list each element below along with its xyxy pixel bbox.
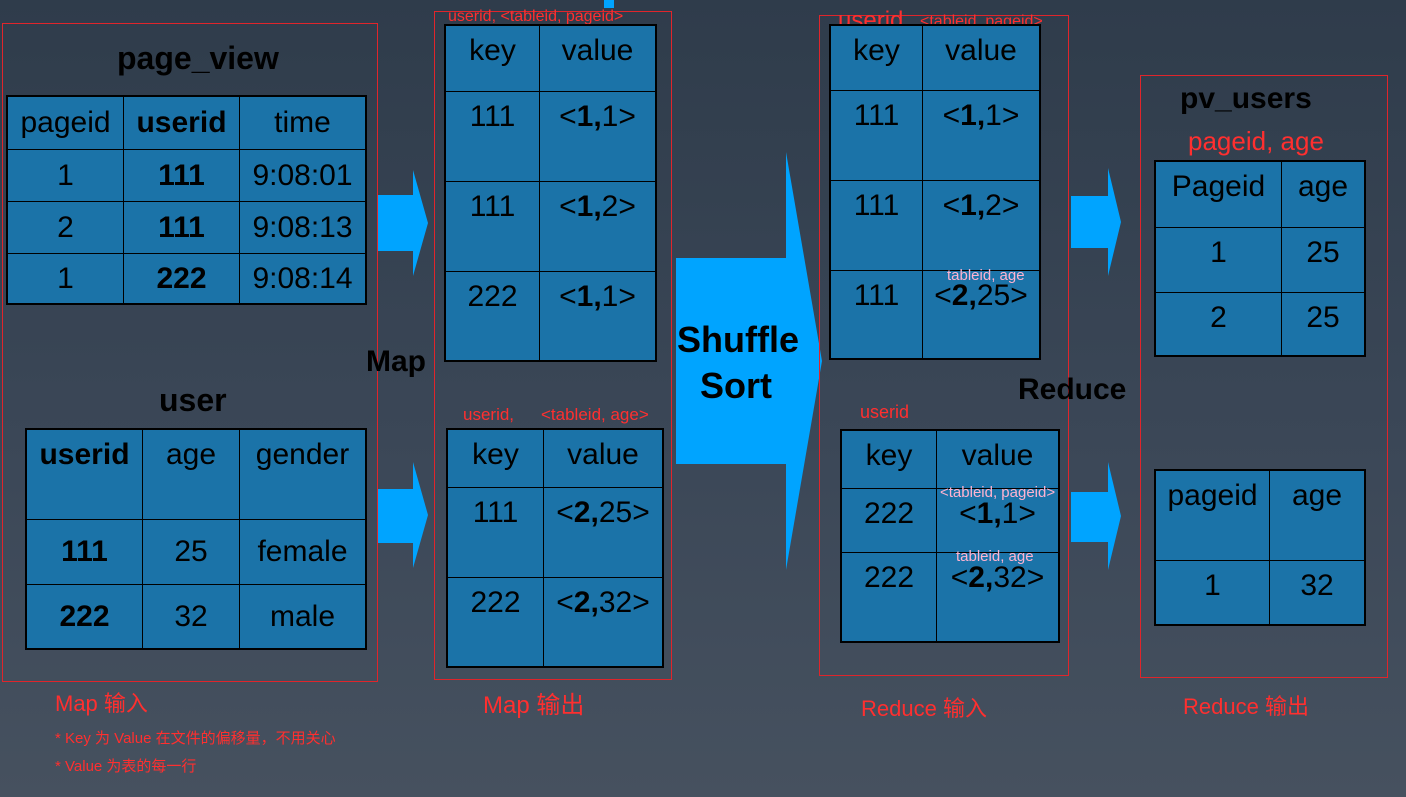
table-cell: 9:08:13 [240,202,365,254]
reduce-input-caption: Reduce 输入 [861,696,987,721]
table-cell: 1 [8,150,124,202]
table-cell: 222 [124,254,240,303]
table-cell: 111 [831,181,923,271]
table-header: value [923,26,1039,91]
table-cell: <2, 32> [556,586,650,619]
table-header: pageid [1156,471,1270,561]
table-cell: 111 [831,91,923,181]
table-cell: 222 [446,272,540,360]
map-input-note-1: * Key 为 Value 在文件的偏移量，不用关心 [55,730,336,747]
table-cell: 25 [1306,301,1340,334]
table-header: age [1270,471,1364,561]
table-cell: <1, 2> [923,181,1039,271]
reduce-output-top-table: Pageid age 1 25 2 25 [1154,160,1366,357]
reduce-arrow-top [1071,168,1121,276]
reduce-output-bottom-table: pageid age 1 32 [1154,469,1366,626]
table-header: key [831,26,923,91]
table-cell: 1 [8,254,124,303]
table-header: key [446,26,540,92]
table-cell: 25 [143,520,240,585]
reduce-arrow-bottom [1071,462,1121,570]
shuffle-sort-arrow [676,152,822,570]
map-stage-label: Map [366,345,426,378]
table-cell: 1 [1156,228,1282,293]
table-cell: 222 [842,553,937,641]
reduce-input-top-table: key value 111 <1, 1> 111 <1, 2> 111 <2, 25> [829,24,1041,360]
reduce-input-bottom-table: key value 222 <1, 1> 222 <2, 32> [840,429,1060,643]
table-cell: 111 [831,271,923,358]
user-table: userid age gender 111 25 female 222 32 m… [25,428,367,650]
table-cell: 25 [1282,228,1364,293]
pv-users-title: pv_users [1180,82,1312,115]
table-header: gender [240,430,365,520]
reduce-stage-label: Reduce [1018,373,1127,406]
map-output-bottom-label-value: <tableid, age> [541,405,649,424]
table-cell: 111 [446,92,540,182]
page-view-table: pageid userid time 1 111 9:08:01 2 111 9… [6,95,367,305]
table-cell: 9:08:01 [240,150,365,202]
table-cell: <2, 25> [934,279,1028,312]
table-cell: 111 [124,202,240,254]
table-cell: 9:08:14 [252,261,353,295]
table-cell: 222 [842,489,937,553]
table-cell: 222 [27,585,143,648]
table-cell: <2, 32> [950,561,1045,594]
reduce-input-top-row-note: tableid, age [947,267,1025,284]
table-header: time [240,97,365,150]
table-cell: 32 [1300,569,1334,602]
table-cell: <1, 1> [559,280,636,313]
table-header: value [540,26,655,92]
map-arrow-top [378,170,428,276]
table-cell: 111 [446,182,540,272]
table-cell: 2 [8,202,124,254]
table-header: value [544,430,662,488]
table-cell: 222 [448,578,544,666]
table-header: value [937,431,1058,489]
reduce-input-bottom-note-2: tableid, age [956,548,1034,565]
pv-users-subtitle: pageid, age [1188,126,1324,156]
table-cell: 1 [1156,561,1270,624]
map-input-caption: Map 输入 [55,691,148,716]
table-header: key [448,430,544,488]
table-cell: 111 [27,520,143,585]
map-arrow-bottom [378,462,428,568]
table-header: key [842,431,937,489]
table-cell: 32 [143,585,240,648]
sort-label: Sort [700,365,772,406]
reduce-input-frame [819,15,1069,676]
user-title: user [159,382,227,418]
table-header: Pageid [1156,162,1282,228]
shuffle-label: Shuffle [677,319,799,360]
table-header: age [1282,162,1364,228]
map-output-caption: Map 输出 [483,692,585,719]
table-header: age [143,430,240,520]
table-header: userid [27,430,143,520]
map-input-frame [2,23,378,682]
reduce-output-frame [1140,75,1388,678]
table-cell: male [269,599,336,633]
top-edge-marker [604,0,614,8]
map-input-note-2: * Value 为表的每一行 [55,758,197,775]
map-output-top-label: userid, <tableid, pageid> [448,8,624,25]
map-output-top-table: key value 111 <1, 1> 111 <1, 2> 222 <1, 1> [444,24,657,362]
table-header: pageid [8,97,124,150]
map-output-bottom-table: key value 111 <2, 25> 222 <2, 32> [446,428,664,668]
map-output-bottom-label-key: userid, [463,405,515,424]
reduce-input-bottom-note-1: <tableid, pageid> [940,484,1056,501]
table-cell: 2 [1156,293,1282,355]
reduce-input-bottom-label: userid [860,402,910,422]
table-cell: <1, 1> [540,92,655,182]
table-header: userid [124,97,240,150]
table-cell: female [240,520,365,585]
table-cell: <1, 2> [540,182,655,272]
table-cell: <2, 25> [544,488,662,578]
table-cell: <1, 1> [937,489,1058,553]
map-output-frame [434,11,672,680]
reduce-output-caption: Reduce 输出 [1183,694,1309,719]
table-cell: 111 [124,150,240,202]
page-view-title: page_view [117,40,279,76]
table-cell: <1, 1> [923,91,1039,181]
table-cell: 111 [448,488,544,578]
